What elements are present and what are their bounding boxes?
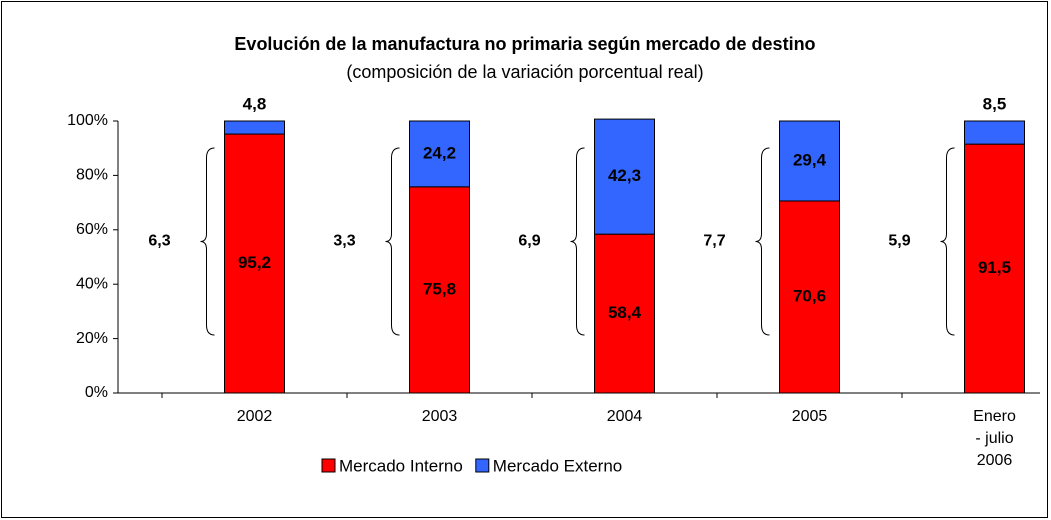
- x-tick-label: 2002: [236, 408, 273, 425]
- value-label: 42,3: [608, 166, 641, 185]
- y-tick-label: 100%: [67, 112, 108, 129]
- y-tick-label: 0%: [85, 384, 108, 401]
- chart-subtitle: (composición de la variación porcentual …: [346, 62, 703, 82]
- value-label: 75,8: [423, 279, 456, 298]
- total-label: 6,9: [518, 233, 540, 250]
- chart-title: Evolución de la manufactura no primaria …: [234, 34, 815, 54]
- total-label: 3,3: [333, 233, 355, 250]
- bar-segment: [224, 120, 285, 135]
- total-label: 6,3: [148, 233, 170, 250]
- bar-segment: [594, 118, 655, 235]
- y-tick-label: 40%: [76, 275, 108, 292]
- brace: [200, 147, 215, 336]
- x-tick-label: 2005: [791, 408, 828, 425]
- y-tick-label: 60%: [76, 221, 108, 238]
- bar-segment: [594, 233, 655, 394]
- brace: [940, 147, 955, 336]
- bar-segment: [779, 200, 840, 394]
- total-label: 7,7: [703, 233, 725, 250]
- brace: [385, 147, 400, 336]
- value-label: 29,4: [793, 150, 827, 169]
- bar-segment: [409, 120, 470, 188]
- value-label: 8,5: [983, 94, 1007, 113]
- value-label: 58,4: [608, 303, 642, 322]
- brace: [570, 147, 585, 336]
- bar-segment: [964, 120, 1025, 145]
- value-label: 24,2: [423, 143, 456, 162]
- y-tick-label: 80%: [76, 167, 108, 184]
- legend-label: Mercado Interno: [339, 456, 463, 475]
- bar-segment: [224, 133, 285, 394]
- y-tick-label: 20%: [76, 330, 108, 347]
- brace: [755, 147, 770, 336]
- x-tick-label: 2003: [421, 408, 458, 425]
- legend-label: Mercado Externo: [493, 456, 622, 475]
- x-tick-label: Enero - julio 2006: [973, 408, 1016, 469]
- x-tick-label: 2004: [606, 408, 643, 425]
- legend-swatch: [475, 458, 490, 473]
- bar-segment: [779, 120, 840, 202]
- value-label: 91,5: [978, 258, 1011, 277]
- value-label: 70,6: [793, 286, 826, 305]
- bar-segment: [964, 143, 1025, 394]
- legend-swatch: [321, 458, 336, 473]
- value-label: 4,8: [243, 94, 267, 113]
- value-label: 95,2: [238, 253, 271, 272]
- total-label: 5,9: [888, 233, 910, 250]
